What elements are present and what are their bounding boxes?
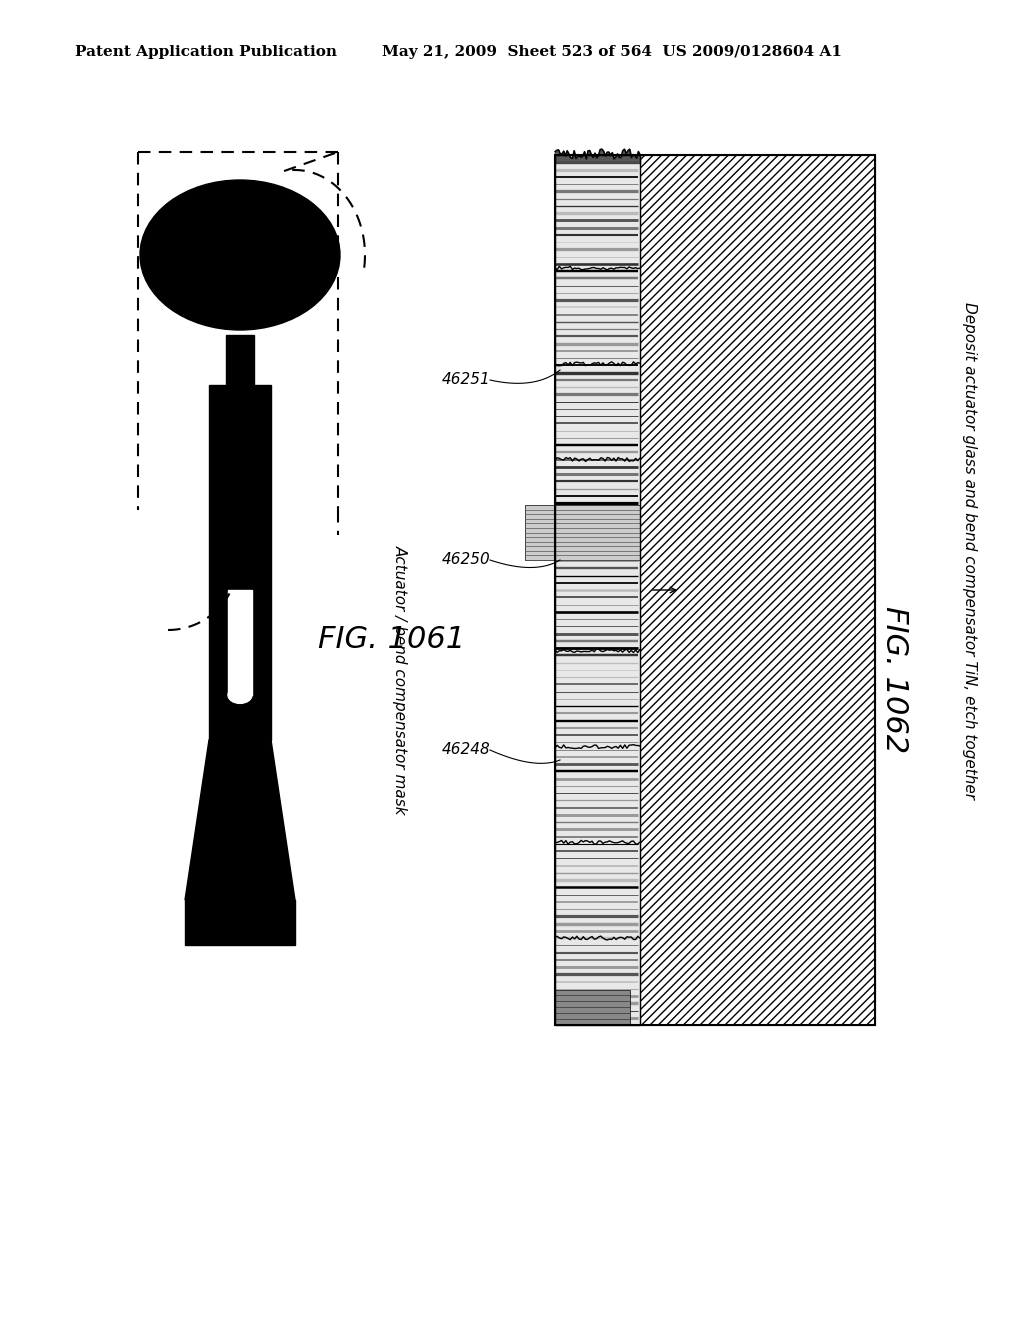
Bar	[555, 990, 630, 1026]
Ellipse shape	[140, 180, 340, 330]
Text: 46248: 46248	[441, 742, 490, 758]
Text: Deposit actuator glass and bend compensator TiN, etch together: Deposit actuator glass and bend compensa…	[963, 301, 978, 799]
Text: 46251: 46251	[441, 372, 490, 388]
Bar	[185, 900, 295, 945]
Text: Actuator / bend compensator mask: Actuator / bend compensator mask	[392, 545, 408, 814]
Text: May 21, 2009  Sheet 523 of 564  US 2009/0128604 A1: May 21, 2009 Sheet 523 of 564 US 2009/01…	[382, 45, 842, 59]
Polygon shape	[185, 741, 295, 900]
Text: FIG. 1062: FIG. 1062	[881, 606, 909, 754]
Bar	[555, 154, 874, 1026]
Bar	[555, 154, 640, 1026]
Text: FIG. 1061: FIG. 1061	[318, 626, 465, 655]
Ellipse shape	[228, 686, 252, 704]
Bar	[209, 385, 271, 741]
Text: 46250: 46250	[441, 553, 490, 568]
Bar	[525, 506, 640, 560]
Bar	[640, 154, 874, 1026]
Text: Patent Application Publication: Patent Application Publication	[75, 45, 337, 59]
Bar	[228, 590, 252, 696]
Bar	[555, 154, 640, 1026]
Bar	[226, 335, 254, 385]
